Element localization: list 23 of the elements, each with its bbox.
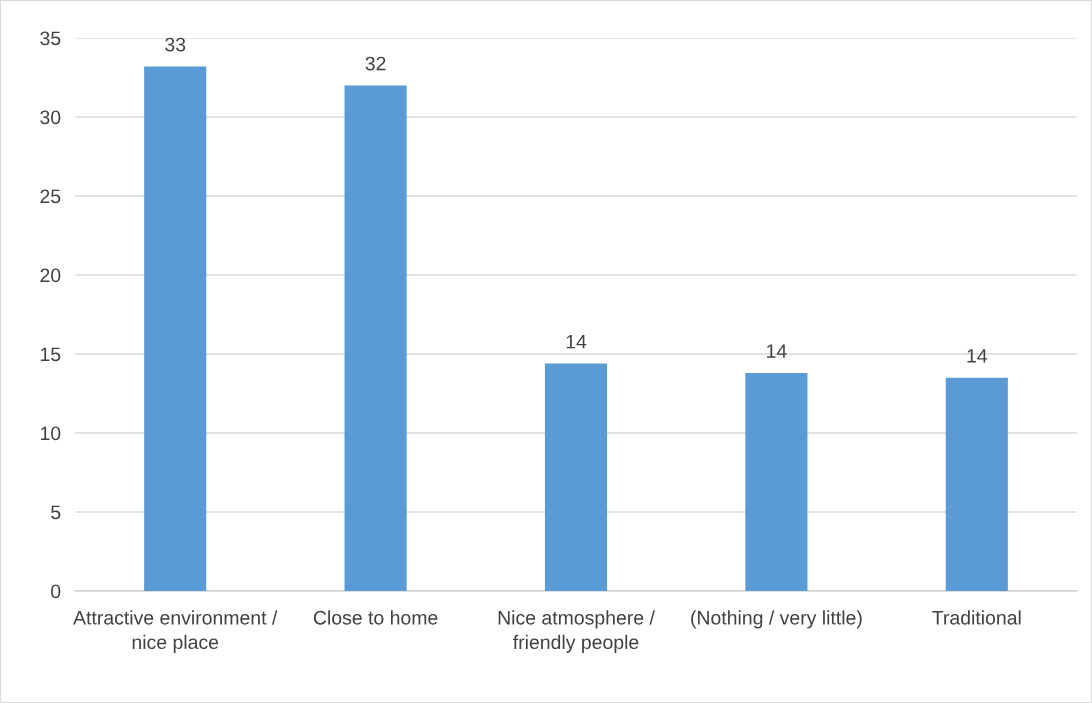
y-tick-label: 10 [40,426,61,441]
bar [945,377,1008,591]
bar [544,363,608,591]
bar [745,372,808,591]
y-tick-label: 0 [51,584,61,599]
data-label: 32 [365,56,386,71]
data-label: 14 [967,349,988,363]
y-tick-label: 35 [40,31,61,46]
data-label: 14 [566,334,587,349]
y-tick-label: 5 [51,505,61,520]
y-tick-label: 25 [40,189,61,204]
y-tick-label: 30 [40,110,61,125]
y-tick-label: 15 [40,347,61,362]
bar [144,66,207,591]
x-tick-label: Close to home [313,610,438,625]
bar [344,85,407,591]
data-label: 33 [165,37,186,52]
x-tick-label: Traditional [932,610,1021,625]
x-tick-label: (Nothing / very little) [691,610,862,629]
x-tick-label: Attractive environment / nice place [73,610,278,653]
x-tick-label: Nice atmosphere / friendly people [498,610,655,653]
y-tick-label: 20 [40,268,61,283]
data-label: 14 [767,344,787,358]
